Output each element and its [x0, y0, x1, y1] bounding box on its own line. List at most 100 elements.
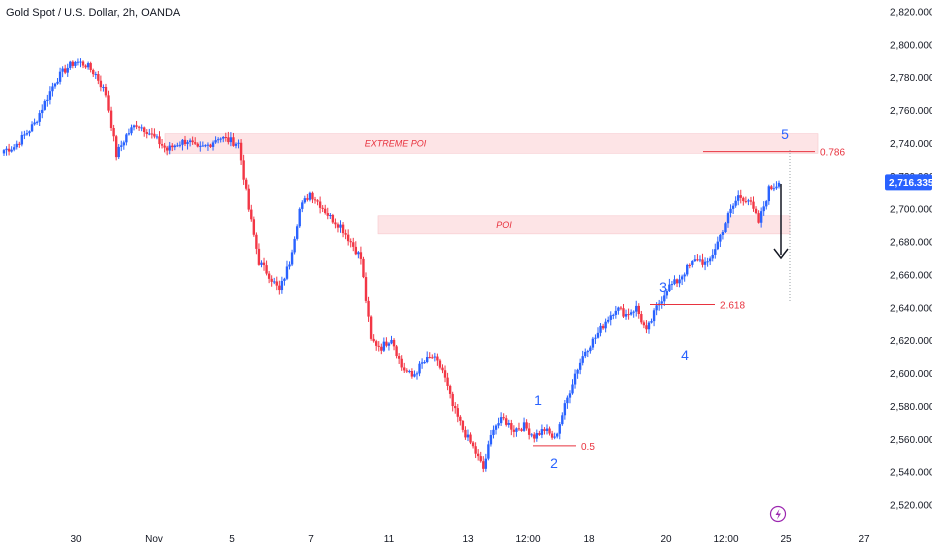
candle-body	[431, 357, 434, 359]
candle-body	[701, 259, 704, 265]
candle-body	[357, 252, 360, 255]
candle-body	[530, 434, 533, 436]
candle-body	[148, 133, 151, 135]
candle-body	[375, 341, 378, 346]
candle-body	[525, 422, 528, 429]
candle-body	[352, 242, 355, 247]
candle-body	[232, 137, 235, 146]
x-tick-label: 11	[384, 534, 395, 545]
candle-body	[41, 109, 44, 114]
candle-body	[454, 406, 457, 409]
candle-body	[410, 371, 414, 377]
candle-body	[612, 314, 615, 316]
candle-body	[619, 307, 623, 309]
candle-body	[181, 139, 184, 145]
fib-level-label: 2.618	[720, 301, 745, 312]
candle-body	[696, 259, 699, 261]
candle-body	[637, 305, 640, 315]
x-tick-label: Nov	[145, 534, 163, 545]
fib-level-label: 0.5	[581, 442, 595, 453]
x-tick-label: 25	[780, 534, 792, 545]
candle-body	[497, 423, 500, 426]
candle-body	[298, 208, 301, 227]
candle-body	[160, 144, 164, 146]
candle-body	[591, 338, 595, 348]
candle-body	[744, 201, 748, 203]
candle-body	[341, 224, 345, 234]
wave-label: 4	[681, 347, 689, 363]
candle-body	[640, 314, 643, 323]
candle-body	[244, 179, 248, 189]
candle-body	[484, 458, 488, 469]
candle-body	[413, 374, 416, 377]
candle-body	[553, 436, 556, 438]
candle-body	[515, 428, 518, 432]
candle-body	[135, 125, 138, 127]
candle-body	[102, 86, 105, 88]
candle-body	[512, 429, 516, 432]
candle-body	[163, 145, 166, 148]
candle-body	[466, 434, 470, 438]
candle-body	[117, 146, 120, 158]
candle-body	[517, 428, 521, 430]
candle-body	[609, 315, 612, 320]
candle-body	[227, 137, 230, 143]
candle-body	[665, 291, 669, 296]
candle-body	[538, 433, 541, 435]
candle-body	[757, 213, 760, 223]
candle-body	[242, 160, 245, 180]
candle-body	[545, 428, 549, 432]
fib-level-label: 0.786	[820, 148, 845, 159]
y-tick-label: 2,740.000	[890, 139, 932, 150]
candle-body	[706, 261, 709, 263]
candle-body	[441, 367, 444, 371]
candle-body	[594, 337, 597, 339]
candle-body	[777, 182, 781, 187]
candle-body	[176, 145, 179, 147]
wave-label: 3	[659, 279, 667, 295]
candle-body	[459, 416, 462, 421]
candle-body	[489, 434, 493, 445]
candle-body	[94, 74, 97, 76]
candle-body	[53, 83, 57, 87]
candle-body	[573, 373, 577, 385]
candle-body	[18, 143, 21, 145]
candle-body	[20, 135, 24, 145]
candle-body	[97, 74, 100, 81]
candle-body	[737, 195, 740, 201]
candle-body	[23, 134, 26, 136]
candle-body	[688, 264, 691, 266]
candle-body	[104, 86, 108, 96]
candle-body	[428, 357, 431, 359]
candle-body	[635, 305, 638, 312]
candle-body	[56, 81, 59, 84]
candle-body	[683, 274, 686, 277]
candle-body	[372, 338, 375, 342]
candle-body	[476, 453, 480, 457]
candle-body	[35, 121, 39, 123]
candle-body	[522, 422, 526, 431]
candle-body	[143, 127, 146, 133]
candle-body	[693, 259, 697, 262]
candle-body	[74, 61, 77, 66]
y-tick-label: 2,760.000	[890, 106, 932, 117]
candle-body	[239, 142, 243, 161]
candle-body	[344, 233, 347, 235]
candle-body	[650, 321, 653, 323]
x-tick-label: 18	[583, 534, 595, 545]
candle-body	[270, 278, 273, 282]
candle-body	[716, 241, 720, 250]
candle-body	[145, 132, 148, 135]
candle-body	[69, 61, 72, 68]
candle-body	[99, 80, 103, 88]
chart-title: Gold Spot / U.S. Dollar, 2h, OANDA	[6, 7, 181, 19]
candle-body	[114, 136, 118, 158]
candle-body	[295, 226, 299, 239]
x-tick-label: 30	[70, 534, 82, 545]
candle-body	[234, 143, 238, 146]
candle-body	[601, 325, 605, 329]
x-tick-label: 20	[660, 534, 672, 545]
candle-body	[377, 345, 380, 347]
candle-body	[395, 346, 398, 357]
